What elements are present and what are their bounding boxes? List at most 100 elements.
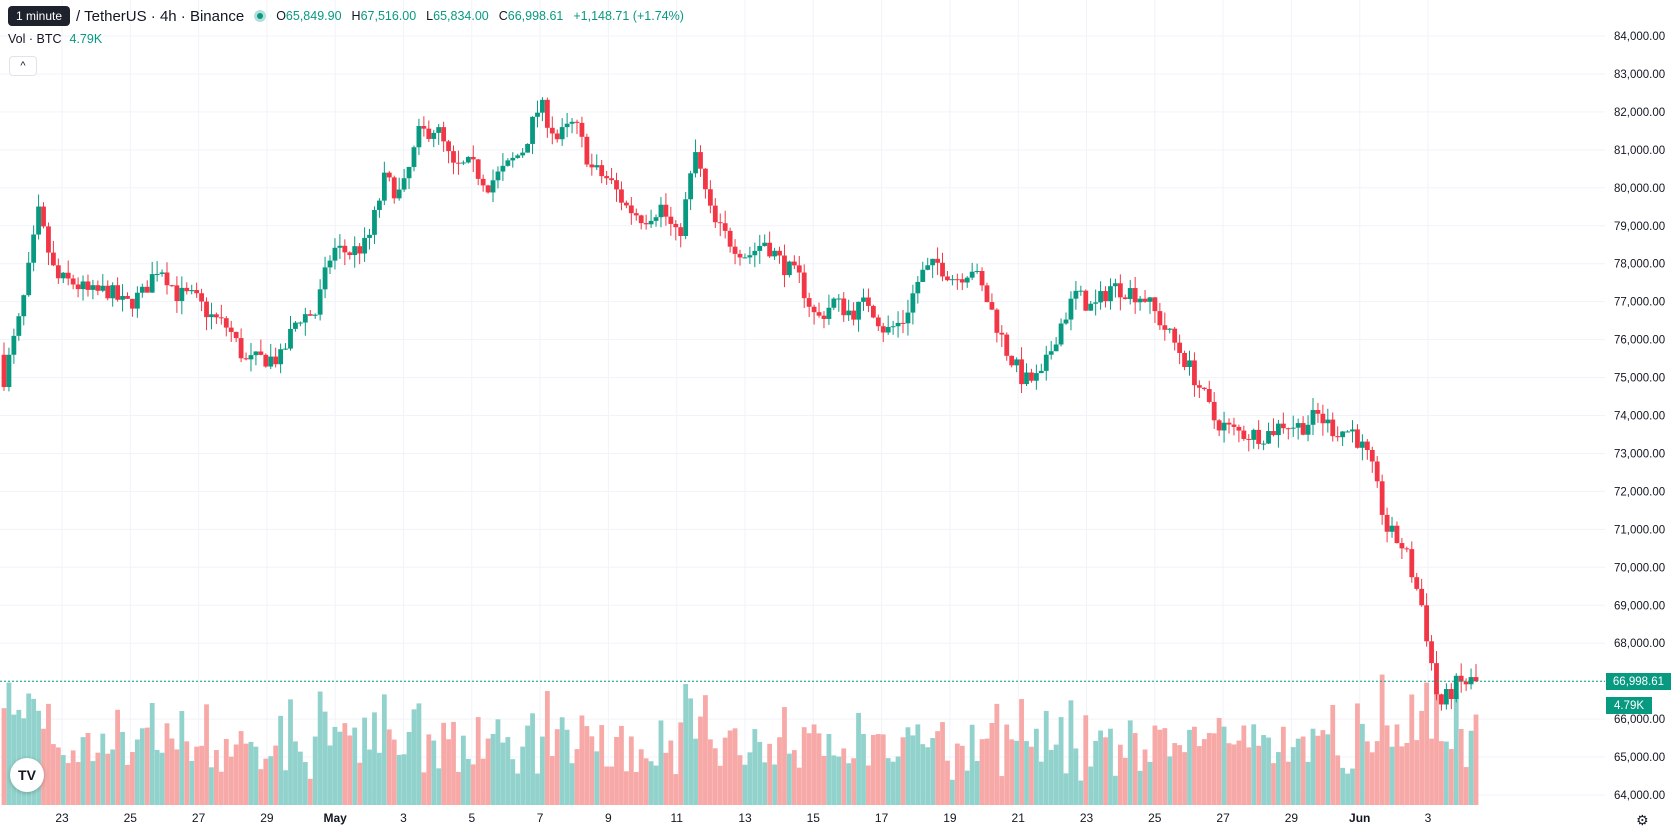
volume-bar — [1434, 686, 1439, 805]
time-axis: 23 25 27 29 May 3 5 7 9 11 13 15 17 19 21 23 25 27 29 Jun 3 — [55, 811, 1431, 825]
volume-bar — [959, 745, 965, 805]
volume-bar — [688, 698, 694, 805]
volume-bar — [757, 741, 763, 805]
volume-bar — [732, 728, 738, 805]
candle-body — [1073, 290, 1079, 299]
volume-bar — [120, 731, 125, 805]
candle-body — [1453, 675, 1459, 699]
volume-bar — [115, 709, 121, 805]
volume-bar — [693, 738, 698, 805]
volume-bar — [554, 729, 560, 805]
volume-bar — [540, 736, 545, 805]
candle-body — [401, 178, 407, 190]
volume-bar — [1103, 737, 1108, 805]
volume-bar — [218, 771, 224, 805]
gear-icon[interactable]: ⚙ — [1636, 812, 1649, 828]
volume-bar — [510, 759, 516, 805]
volume-bar — [1226, 743, 1232, 805]
symbol-title[interactable]: / TetherUS · 4h · Binance — [76, 7, 245, 25]
y-tick-label: 79,000.00 — [1614, 221, 1665, 233]
volume-bar — [1137, 770, 1143, 805]
volume-bar — [717, 765, 723, 805]
candle-body — [826, 307, 832, 319]
volume-bar — [969, 724, 975, 805]
candle-body — [1320, 413, 1326, 424]
candle-body — [110, 285, 116, 299]
volume-bar — [1404, 742, 1410, 805]
candle-body — [46, 226, 51, 253]
candle-body — [1271, 431, 1276, 436]
candle-body — [50, 252, 56, 266]
y-tick-label: 83,000.00 — [1614, 69, 1665, 81]
candle-body — [214, 314, 219, 318]
candle-body — [1261, 443, 1266, 445]
volume-bar — [811, 724, 817, 805]
y-tick-label: 72,000.00 — [1614, 486, 1665, 498]
candle-body — [782, 255, 787, 276]
candle-body — [628, 205, 634, 214]
volume-bar — [317, 691, 323, 805]
volume-bar — [1058, 717, 1064, 805]
collapse-legend-button[interactable]: ^ — [9, 56, 37, 76]
volume-bar — [36, 710, 41, 805]
last-price-label: 66,998.61 — [1606, 673, 1671, 690]
volume-bar — [1443, 741, 1449, 805]
market-status-icon[interactable] — [254, 10, 267, 22]
candle-body — [678, 227, 684, 236]
y-tick-label: 69,000.00 — [1614, 600, 1665, 612]
volume-bar — [623, 771, 629, 805]
candle-body — [317, 289, 323, 315]
volume-bar — [1167, 756, 1173, 805]
candle-body — [248, 355, 254, 360]
volume-bar — [1424, 682, 1430, 805]
volume-bar — [179, 711, 185, 805]
candle-body — [559, 127, 565, 140]
candle-body — [1315, 410, 1321, 414]
candle-body — [90, 285, 96, 290]
candle-body — [1117, 283, 1123, 298]
candle-body — [638, 215, 644, 224]
volume-bar — [520, 746, 526, 805]
volume-bar — [248, 741, 254, 805]
candle-body — [1068, 298, 1074, 320]
tradingview-logo-icon[interactable]: TV — [10, 758, 44, 792]
volume-bar — [1379, 674, 1385, 805]
x-tick-label: 23 — [55, 811, 69, 825]
candle-body — [1251, 429, 1257, 440]
volume-bar — [663, 752, 669, 805]
volume-bar — [6, 682, 12, 805]
volume-bar — [890, 761, 896, 805]
candle-body — [599, 165, 605, 177]
candle-body — [772, 250, 777, 257]
candle-body — [1048, 351, 1054, 355]
candle-body — [268, 356, 274, 367]
candle-body — [614, 180, 619, 190]
volume-bar — [460, 735, 466, 805]
candle-body — [1241, 430, 1247, 439]
candle-body — [446, 141, 451, 152]
x-tick-label: 5 — [468, 811, 475, 825]
volume-bar — [125, 764, 130, 805]
volume-bar — [1206, 732, 1212, 805]
x-tick-label: 17 — [875, 811, 889, 825]
volume-bar — [149, 702, 155, 805]
volume-legend: Vol · BTC 4.79K — [8, 32, 102, 46]
candle-body — [520, 152, 526, 156]
candle-body — [594, 165, 600, 168]
candle-body — [505, 160, 511, 166]
candle-body — [984, 285, 990, 303]
candle-body — [1221, 422, 1227, 431]
volume-bar — [668, 740, 674, 805]
candle-body — [959, 279, 965, 283]
volume-legend-value: 4.79K — [69, 32, 103, 46]
volume-bar — [60, 755, 66, 805]
volume-bar — [900, 737, 906, 805]
volume-bar — [875, 734, 881, 805]
volume-bar — [861, 733, 866, 805]
candle-body — [179, 287, 185, 302]
volume-bar — [362, 717, 367, 805]
candle-body — [1058, 323, 1064, 345]
candle-body — [707, 189, 713, 206]
volume-bar — [945, 760, 950, 805]
